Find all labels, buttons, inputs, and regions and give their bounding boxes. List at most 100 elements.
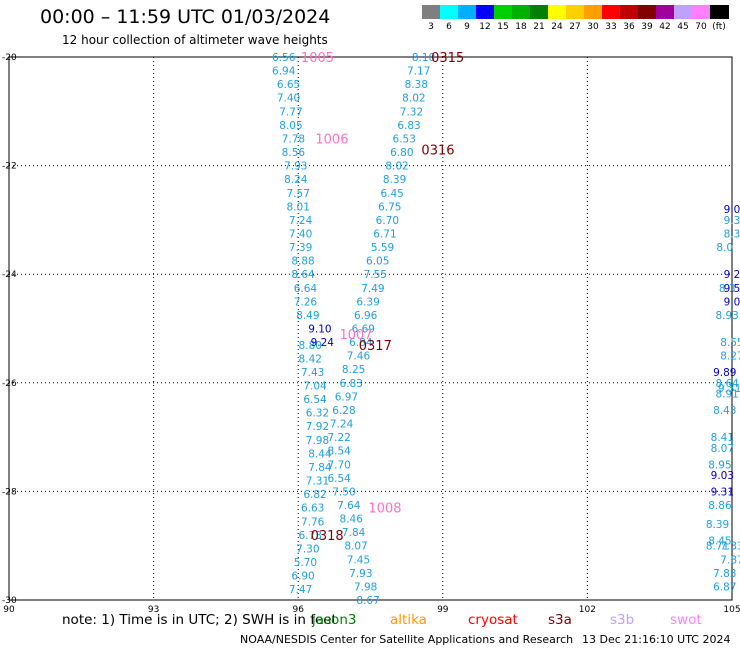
wave-height-reading: 8.02 xyxy=(385,161,408,173)
wave-height-reading: 7.31 xyxy=(306,476,329,488)
wave-height-reading: 8.07 xyxy=(711,443,734,455)
wave-height-reading: 7.70 xyxy=(327,459,350,471)
wave-height-reading: 8.02 xyxy=(402,93,425,105)
wave-height-reading: 8.80 xyxy=(299,340,322,352)
wave-height-reading: 7.77 xyxy=(279,106,302,118)
wave-height-reading: 6.96 xyxy=(354,310,378,322)
wave-height-reading: 7.22 xyxy=(327,432,350,444)
wave-height-reading: 8.86 xyxy=(708,500,732,512)
wave-height-reading: 6.05 xyxy=(366,256,389,268)
wave-height-reading: 7.17 xyxy=(407,66,430,78)
pass-time-label: 1006 xyxy=(315,132,348,147)
colorbar-label: 6 xyxy=(446,22,452,32)
pass-time-label: 1005 xyxy=(301,51,334,66)
wave-height-reading: 8.49 xyxy=(296,310,319,322)
wave-height-reading: 6.75 xyxy=(378,201,401,213)
wave-height-reading: 8.44 xyxy=(308,448,332,460)
wave-height-reading: 6.83 xyxy=(340,378,363,390)
wave-height-reading: 7.40 xyxy=(289,228,312,240)
wave-height-reading: 8.55 xyxy=(720,337,740,349)
wave-height-reading: 7.47 xyxy=(289,584,312,596)
colorbar-swatch xyxy=(620,5,639,19)
wave-height-reading: 7.40 xyxy=(277,93,300,105)
wave-height-reading: 8.27 xyxy=(720,351,740,363)
wave-height-reading: 7.49 xyxy=(361,283,384,295)
wave-height-reading: 6.45 xyxy=(380,188,403,200)
wave-height-reading: 7.76 xyxy=(301,516,325,528)
page-subtitle: 12 hour collection of altimeter wave hei… xyxy=(62,33,328,47)
map-frame xyxy=(8,56,733,601)
wave-height-reading: 7.32 xyxy=(400,106,423,118)
colorbar-swatch xyxy=(674,5,693,19)
wave-height-reading: 7.57 xyxy=(287,188,310,200)
satellite-legend-altika: altika xyxy=(390,612,427,628)
wave-height-reading: 8.43 xyxy=(713,405,736,417)
x-tick-label: 90 xyxy=(3,605,15,615)
wave-height-reading: 5.70 xyxy=(294,557,317,569)
wave-height-reading: 9.5 xyxy=(724,283,740,295)
wave-height-reading: 6.80 xyxy=(390,147,413,159)
wave-height-reading: 9.31 xyxy=(718,383,740,395)
pass-time-label: 0318 xyxy=(311,529,344,544)
wave-height-reading: 6.32 xyxy=(306,408,329,420)
colorbar-label: 15 xyxy=(497,22,509,32)
wave-height-reading: 9.89 xyxy=(713,367,736,379)
wave-height-reading: 8.0 xyxy=(716,242,733,254)
wave-height-reading: 6.94 xyxy=(272,66,296,78)
colorbar-swatch xyxy=(440,5,459,19)
wave-height-reading: 8.10 xyxy=(412,52,435,64)
colorbar-label: 39 xyxy=(641,22,653,32)
wave-height-reading: 6.54 xyxy=(303,394,327,406)
wave-height-reading: 7.24 xyxy=(289,215,313,227)
wave-height-reading: 6.56 xyxy=(272,52,296,64)
y-tick-label: -20 xyxy=(2,53,17,63)
page-title: 00:00 – 11:59 UTC 01/03/2024 xyxy=(40,6,331,28)
x-tick-label: 93 xyxy=(148,605,159,615)
colorbar-swatch xyxy=(494,5,513,19)
wave-height-reading: 8.39 xyxy=(706,519,729,531)
map-data-layer: 6.566.946.657.407.778.057.788.567.938.24… xyxy=(272,51,740,621)
wave-height-reading: 7.84 xyxy=(342,527,366,539)
wave-height-reading: 8.19 xyxy=(359,609,382,621)
colorbar-swatch xyxy=(602,5,621,19)
wave-height-reading: 8.07 xyxy=(344,541,367,553)
satellite-legend-s3a: s3a xyxy=(548,612,572,628)
colorbar-swatch xyxy=(548,5,567,19)
wave-height-reading: 9.2 xyxy=(724,269,740,281)
wave-height-reading: 5.59 xyxy=(371,242,394,254)
wave-height-reading: 6.82 xyxy=(303,489,326,501)
wave-height-colorbar: 3 6 9 12 15 18 21 24 27 30 33 36 39 42 45 70 (ft) xyxy=(422,5,729,33)
wave-height-reading: 8.39 xyxy=(383,174,406,186)
wave-height-reading: 8.95 xyxy=(708,459,731,471)
satellite-legend-cryosat: cryosat xyxy=(468,612,518,628)
wave-height-reading: 8.3 xyxy=(724,228,740,240)
x-tick-label: 105 xyxy=(723,605,740,615)
wave-height-reading: 8.05 xyxy=(279,120,302,132)
wave-height-reading: 6.69 xyxy=(352,324,375,336)
colorbar-label: (ft) xyxy=(712,22,726,32)
wave-height-reading: 7.93 xyxy=(349,568,372,580)
wave-height-reading: 7.98 xyxy=(306,435,329,447)
colorbar-label: 3 xyxy=(428,22,434,32)
colorbar-swatch xyxy=(566,5,585,19)
pass-time-label: 1008 xyxy=(368,502,401,517)
wave-height-reading: 7.78 xyxy=(282,133,305,145)
colorbar-label: 70 xyxy=(695,22,707,32)
wave-height-reading: 7.39 xyxy=(289,242,312,254)
colorbar-swatch xyxy=(422,5,441,19)
y-tick-label: -30 xyxy=(2,596,17,606)
wave-height-reading: 8.42 xyxy=(299,353,322,365)
colorbar-label: 33 xyxy=(605,22,617,32)
satellite-legend-jason3: jason3 xyxy=(312,612,357,628)
wave-height-reading: 7.04 xyxy=(303,381,327,393)
footer-note: note: 1) Time is in UTC; 2) SWH is in fe… xyxy=(62,612,337,628)
wave-height-reading: 8.56 xyxy=(282,147,306,159)
wave-height-reading: 9.0 xyxy=(724,296,740,308)
wave-height-reading: 7.33 xyxy=(720,541,740,553)
colorbar-label: 12 xyxy=(479,22,491,32)
wave-height-reading: 7.87 xyxy=(720,554,740,566)
wave-height-reading: 7.43 xyxy=(301,367,324,379)
colorbar-swatch xyxy=(584,5,603,19)
wave-height-reading: 8.64 xyxy=(291,269,315,281)
colorbar-swatch xyxy=(530,5,549,19)
